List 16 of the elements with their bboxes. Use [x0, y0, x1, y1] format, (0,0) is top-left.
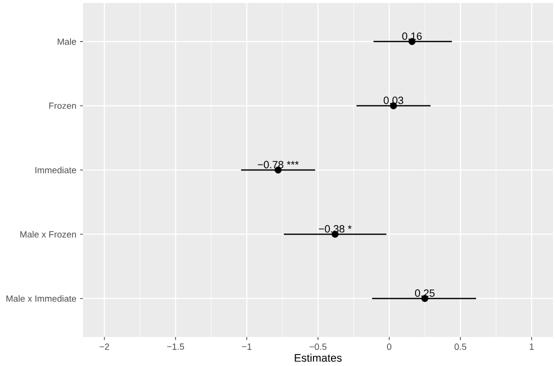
data-label: 0.25: [415, 289, 435, 297]
x-tick-label: −1: [242, 344, 252, 350]
x-tick-label: −2: [100, 344, 110, 350]
y-tick-label: Frozen: [49, 102, 76, 109]
x-tick-label: −0.5: [310, 344, 326, 350]
x-tick-label: −1.5: [167, 344, 184, 350]
x-tick-label: 1: [530, 344, 534, 350]
y-tick-label: Male x Immediate: [6, 295, 76, 302]
data-label: 0.03: [384, 96, 404, 104]
x-tick-label: 0.5: [454, 344, 466, 350]
x-tick-label: 0: [387, 344, 392, 350]
data-label: −0.78 ***: [258, 160, 299, 168]
x-axis-title: Estimates: [294, 354, 342, 362]
y-tick-label: Male: [58, 38, 76, 45]
y-tick-label: Immediate: [35, 166, 76, 174]
y-tick-label: Male x Frozen: [20, 230, 76, 238]
